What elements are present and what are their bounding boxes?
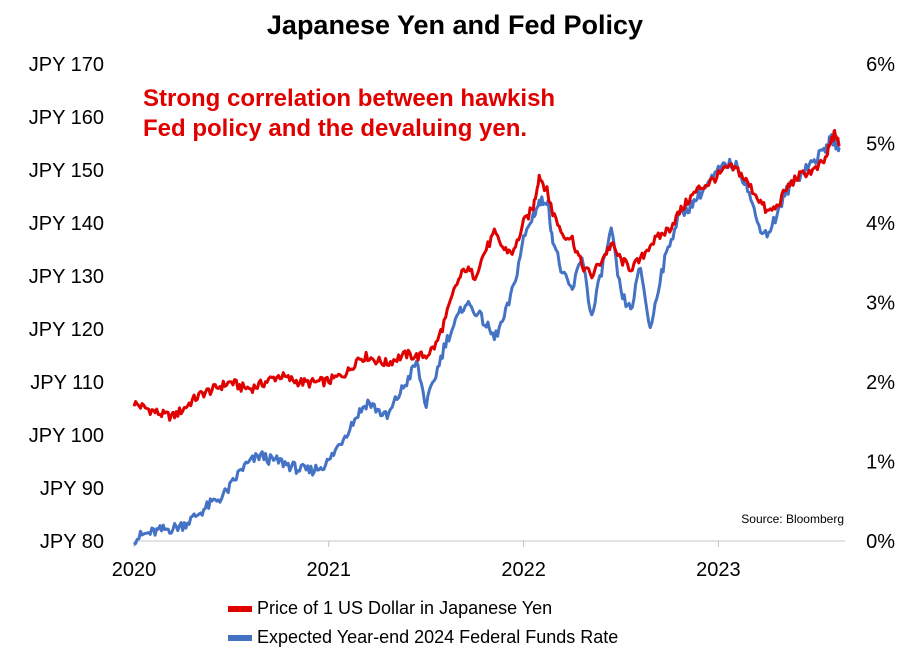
legend-swatch-yen [228,605,252,612]
chart-title: Japanese Yen and Fed Policy [266,10,644,40]
x-tick-label: 2020 [112,559,157,581]
series-line-fed-rate [133,133,841,546]
y-left-tick-label: JPY 100 [29,425,104,447]
legend-label-yen: Price of 1 US Dollar in Japanese Yen [257,598,553,618]
y-right-tick-label: 6% [866,54,895,76]
y-left-tick-label: JPY 140 [29,213,104,235]
x-tick-label: 2022 [501,559,546,581]
y-left-tick-label: JPY 130 [29,266,104,288]
y-right-tick-label: 5% [866,134,895,156]
y-right-tick-label: 4% [866,213,895,235]
legend-item-yen: Price of 1 US Dollar in Japanese Yen [228,594,618,623]
legend-swatch-fed-rate [228,634,252,641]
source-note: Source: Bloomberg [741,512,844,526]
y-right-tick-label: 1% [866,452,895,474]
y-left-tick-label: JPY 120 [29,319,104,341]
y-left-tick-label: JPY 110 [30,372,104,394]
chart-legend: Price of 1 US Dollar in Japanese Yen Exp… [228,594,618,652]
annotation-line-1: Strong correlation between hawkish [143,85,556,112]
series-line-yen [132,128,841,422]
legend-label-fed-rate: Expected Year-end 2024 Federal Funds Rat… [257,627,619,647]
x-tick-label: 2023 [696,559,741,581]
legend-item-fed-rate: Expected Year-end 2024 Federal Funds Rat… [228,623,618,652]
y-left-tick-label: JPY 160 [29,107,104,129]
y-left-tick-label: JPY 90 [40,478,104,500]
y-left-tick-label: JPY 170 [29,54,104,76]
chart-series [132,128,841,546]
chart-tick-labels: 2020 2021 2022 2023 JPY 80 JPY 90 JPY 100 JPY 1… [29,54,895,581]
y-left-tick-label: JPY 80 [40,531,104,553]
y-right-tick-label: 0% [866,531,895,553]
chart-annotation: Strong correlation between hawkish Fed p… [143,84,643,144]
y-right-tick-label: 3% [866,293,895,315]
x-tick-label: 2021 [307,559,352,581]
y-left-tick-label: JPY 150 [29,160,104,182]
chart-axes [133,540,845,547]
annotation-line-2: Fed policy and the devaluing yen. [143,115,528,142]
y-right-tick-label: 2% [866,372,895,394]
